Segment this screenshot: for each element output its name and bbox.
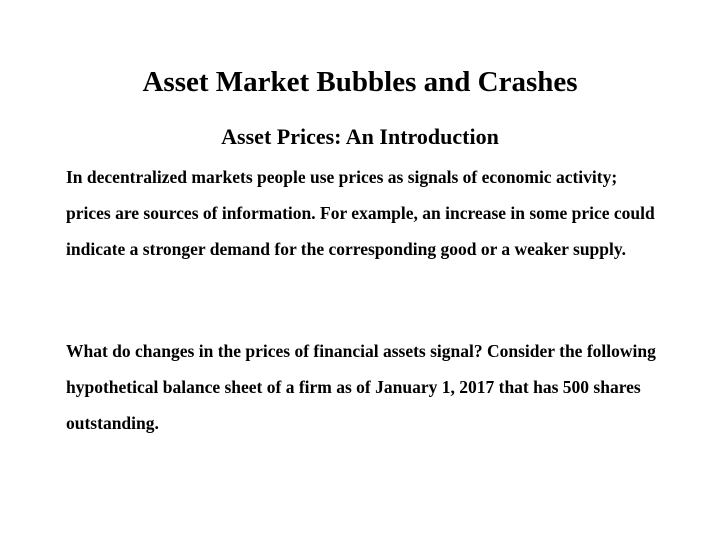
- paragraph-intro: In decentralized markets people use pric…: [66, 167, 655, 259]
- section-heading: Asset Prices: An Introduction: [221, 124, 499, 149]
- page-title: Asset Market Bubbles and Crashes: [142, 66, 578, 98]
- paragraph-question: What do changes in the prices of financi…: [66, 341, 656, 433]
